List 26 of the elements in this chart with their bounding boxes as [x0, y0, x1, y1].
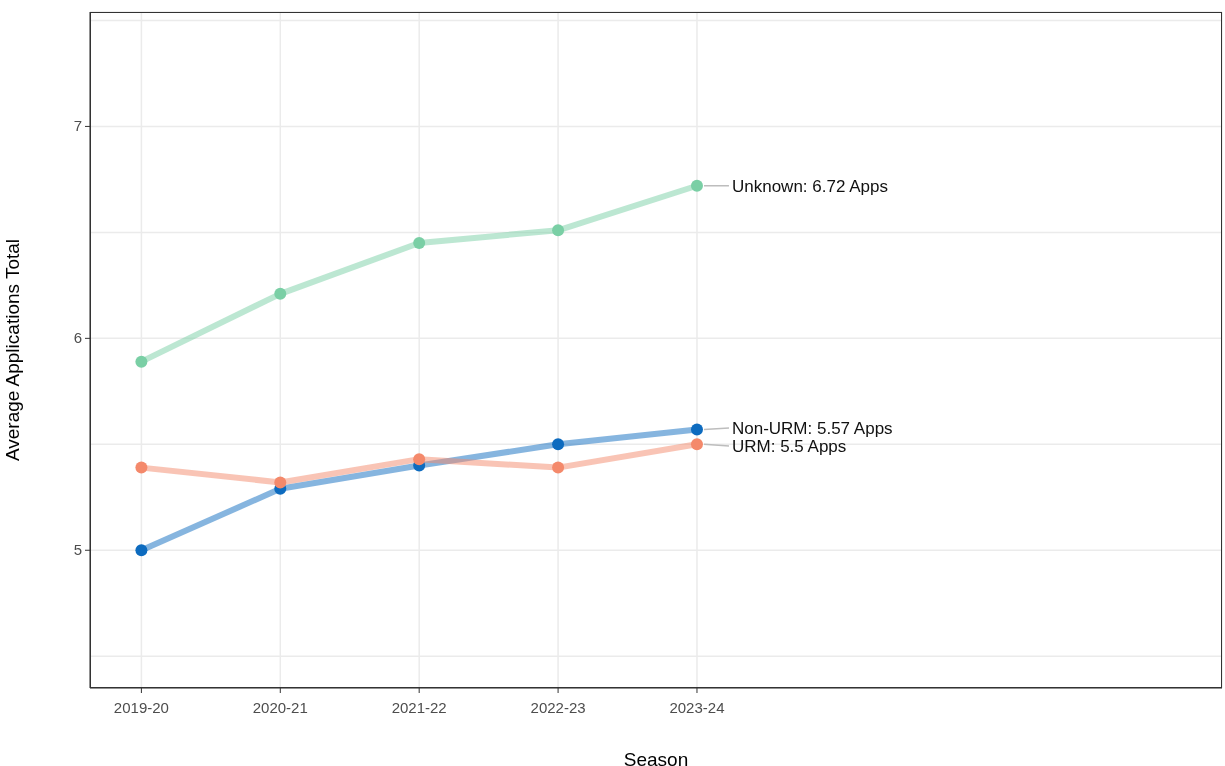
point: [135, 355, 148, 368]
x-axis-title: Season: [623, 749, 689, 766]
point: [552, 224, 565, 237]
x-tick-label: 2023-24: [669, 699, 725, 716]
annotation: Non-URM: 5.57 Apps: [731, 418, 893, 438]
x-tick-label: 2019-20: [113, 699, 169, 716]
annotation: URM: 5.5 Apps: [731, 436, 847, 456]
x-tick-label: 2022-23: [530, 699, 586, 716]
x-tick-label: 2020-21: [252, 699, 308, 716]
point: [552, 438, 565, 451]
point: [552, 461, 565, 474]
y-tick-label: 7: [73, 117, 82, 135]
point: [690, 179, 703, 192]
y-tick-label: 6: [73, 329, 82, 347]
point: [413, 453, 426, 466]
y-axis-title: Average Applications Total: [1, 238, 23, 462]
x-tick-label: 2021-22: [391, 699, 447, 716]
point: [135, 461, 148, 474]
point: [690, 423, 703, 436]
point: [274, 287, 287, 300]
point: [274, 476, 287, 489]
point: [690, 438, 703, 451]
annotation: Unknown: 6.72 Apps: [731, 176, 888, 196]
point: [413, 236, 426, 249]
y-tick-label: 5: [73, 541, 82, 559]
point: [135, 544, 148, 557]
